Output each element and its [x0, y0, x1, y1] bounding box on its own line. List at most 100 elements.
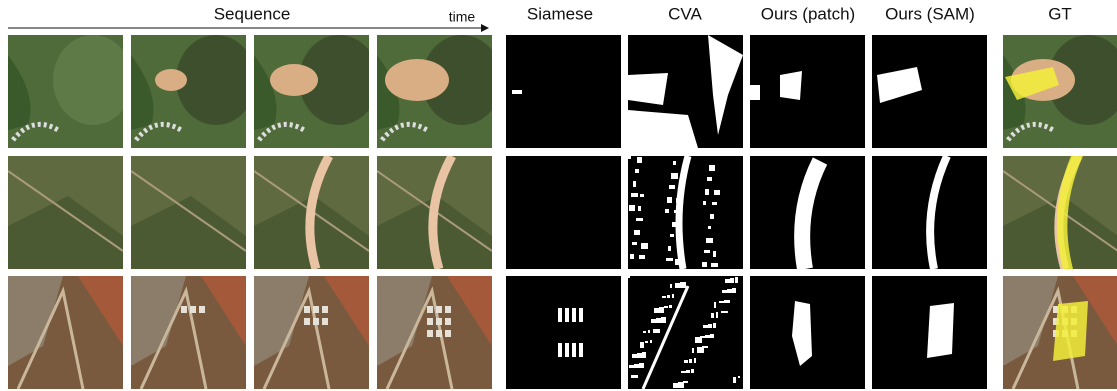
sequence-tile	[377, 35, 502, 148]
building	[436, 330, 442, 337]
building	[436, 318, 442, 325]
mask-background	[506, 276, 621, 389]
mask-speck	[673, 161, 676, 165]
mask-tile	[506, 156, 621, 269]
mask-speck	[629, 205, 635, 211]
figure: Sequence time SiameseCVAOurs (patch)Ours…	[0, 0, 1117, 391]
mask-speck	[632, 242, 637, 245]
mask-blob	[558, 308, 562, 322]
sequence-tile	[131, 35, 256, 148]
mask-blob	[572, 308, 576, 322]
gt-overlay	[1053, 301, 1088, 361]
mask-speck	[713, 251, 716, 257]
mask-blob	[927, 303, 954, 358]
mask-speck	[636, 218, 643, 221]
sequence-label: Sequence	[214, 4, 291, 23]
change-area	[155, 69, 187, 91]
mask-blob	[558, 343, 562, 357]
mask-blob	[565, 308, 569, 322]
building	[190, 306, 196, 313]
mask-speck	[629, 365, 636, 368]
mask-blob	[628, 73, 668, 105]
mask-speck	[628, 156, 631, 159]
sequence-tile	[131, 156, 246, 269]
mask-tile	[750, 35, 865, 148]
building	[304, 306, 310, 313]
mask-speck	[704, 250, 710, 253]
mask-speck	[694, 358, 696, 363]
mask-speck	[639, 255, 645, 259]
sequence-tile	[8, 156, 123, 269]
mask-speck	[667, 197, 672, 203]
mask-speck	[695, 337, 702, 343]
building	[313, 306, 319, 313]
mask-speck	[702, 262, 707, 267]
mask-speck	[641, 243, 648, 249]
ground-truth-tile	[1003, 35, 1117, 148]
mask-speck	[681, 371, 686, 373]
column-header: Ours (SAM)	[885, 4, 975, 23]
lake	[53, 35, 133, 125]
mask-speck	[634, 230, 640, 235]
mask-speck	[643, 331, 646, 333]
mask-speck	[631, 193, 638, 197]
mask-speck	[666, 258, 673, 261]
building	[427, 318, 433, 325]
mask-speck	[638, 206, 641, 211]
building	[313, 318, 319, 325]
mask-speck	[712, 202, 717, 205]
building	[322, 318, 328, 325]
mask-speck	[677, 247, 682, 251]
mask-tile	[628, 156, 743, 269]
sequence-tile	[254, 156, 369, 269]
mask-speck	[714, 302, 716, 308]
mask-speck	[648, 330, 650, 333]
mask-blob	[579, 343, 583, 357]
lake	[176, 35, 256, 125]
building	[199, 306, 205, 313]
building	[304, 318, 310, 325]
mask-blob	[750, 85, 760, 100]
building	[427, 306, 433, 313]
sequence-tile	[8, 276, 123, 389]
mask-speck	[722, 290, 728, 293]
change-area	[270, 64, 318, 96]
mask-speck	[670, 234, 674, 237]
mask-speck	[640, 194, 644, 197]
mask-speck	[672, 222, 677, 227]
mask-blob	[565, 343, 569, 357]
mask-speck	[719, 301, 726, 303]
building	[427, 330, 433, 337]
mask-tile	[506, 35, 621, 148]
mask-speck	[650, 340, 652, 343]
mask-tile	[872, 156, 987, 269]
mask-speck	[706, 238, 713, 243]
mask-tile	[750, 276, 865, 389]
sequence-tile	[8, 35, 133, 148]
mask-speck	[730, 278, 734, 283]
mask-speck	[635, 169, 639, 173]
mask-tile	[872, 35, 987, 148]
mask-speck	[651, 319, 658, 323]
mask-speck	[673, 383, 680, 388]
mask-speck	[692, 348, 694, 353]
mask-speck	[672, 294, 674, 298]
mask-speck	[675, 259, 679, 265]
mask-speck	[686, 370, 690, 373]
mask-speck	[674, 210, 680, 213]
mask-speck	[732, 288, 736, 293]
column-header: CVA	[668, 4, 702, 23]
mask-speck	[633, 181, 636, 187]
mask-speck	[628, 276, 630, 278]
mask-speck	[711, 313, 714, 318]
mask-speck	[691, 369, 694, 373]
mask-speck	[669, 305, 672, 308]
mask-speck	[708, 226, 711, 229]
mask-speck	[707, 177, 712, 181]
column-header: GT	[1048, 4, 1072, 23]
mask-speck	[711, 263, 718, 267]
mask-speck	[642, 352, 646, 358]
mask-speck	[671, 173, 678, 179]
mask-speck	[676, 198, 683, 203]
mask-speck	[667, 295, 670, 298]
